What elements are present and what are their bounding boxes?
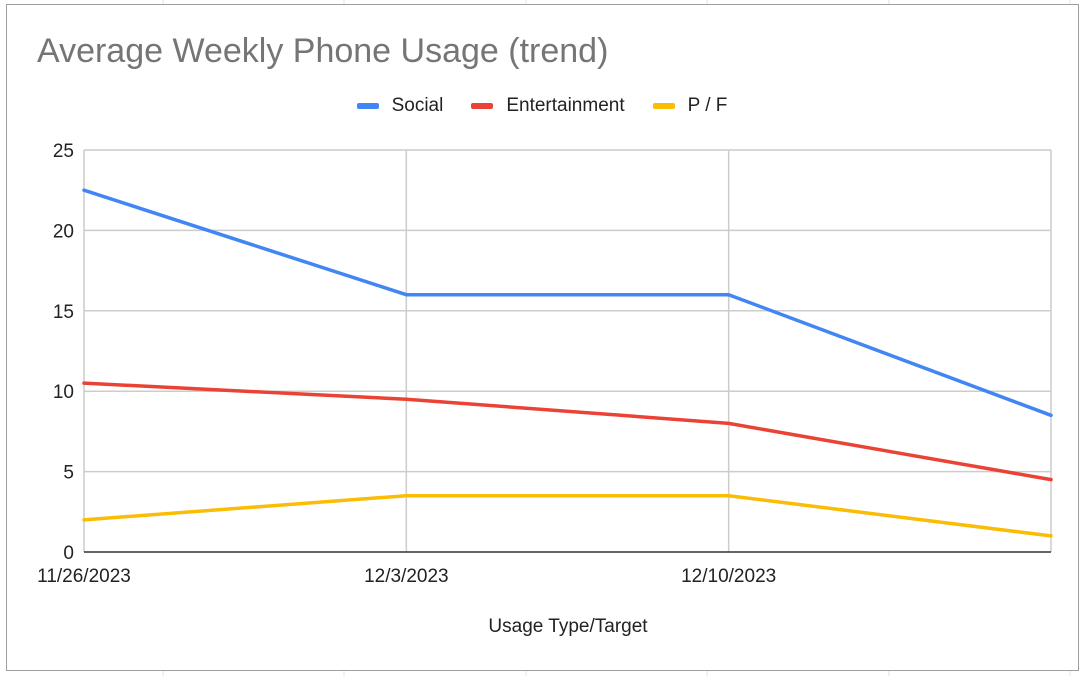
legend-label-social: Social — [391, 95, 444, 116]
legend-label-pf: P / F — [687, 95, 728, 116]
data-point-entertainment — [82, 381, 86, 385]
data-point-entertainment — [404, 397, 408, 401]
data-point-p-f — [404, 494, 408, 498]
legend-item-social[interactable]: Social — [356, 95, 444, 117]
legend-item-pf[interactable]: P / F — [652, 95, 728, 117]
data-point-entertainment — [727, 421, 731, 425]
y-tick-label: 25 — [53, 141, 74, 162]
legend-item-entertainment[interactable]: Entertainment — [471, 95, 625, 117]
series-line-p-f — [82, 493, 1053, 538]
data-point-social — [82, 188, 86, 192]
legend-label-entertainment: Entertainment — [506, 95, 625, 116]
legend-swatch-entertainment — [471, 103, 494, 109]
data-point-entertainment — [1049, 478, 1053, 482]
data-point-p-f — [1049, 534, 1053, 538]
legend-swatch-social — [356, 103, 379, 109]
data-point-p-f — [82, 518, 86, 522]
legend-swatch-pf — [652, 103, 675, 109]
y-tick-label: 10 — [53, 382, 74, 403]
y-tick-label: 0 — [63, 543, 74, 564]
chart-title: Average Weekly Phone Usage (trend) — [37, 32, 609, 70]
x-tick-label: 12/3/2023 — [364, 566, 449, 587]
data-point-social — [404, 293, 408, 297]
data-point-p-f — [727, 494, 731, 498]
chart-legend: Social Entertainment P / F — [0, 94, 1084, 118]
x-axis-title: Usage Type/Target — [488, 616, 648, 637]
y-tick-label: 20 — [53, 221, 74, 242]
x-tick-label: 11/26/2023 — [37, 566, 131, 587]
y-tick-label: 15 — [53, 302, 74, 323]
y-tick-label: 5 — [63, 463, 74, 484]
chart-container[interactable] — [6, 4, 1079, 671]
series-line-social — [82, 188, 1053, 418]
x-tick-label: 12/10/2023 — [681, 566, 776, 587]
data-point-social — [727, 293, 731, 297]
data-point-social — [1049, 413, 1053, 417]
series-line-entertainment — [82, 381, 1053, 482]
